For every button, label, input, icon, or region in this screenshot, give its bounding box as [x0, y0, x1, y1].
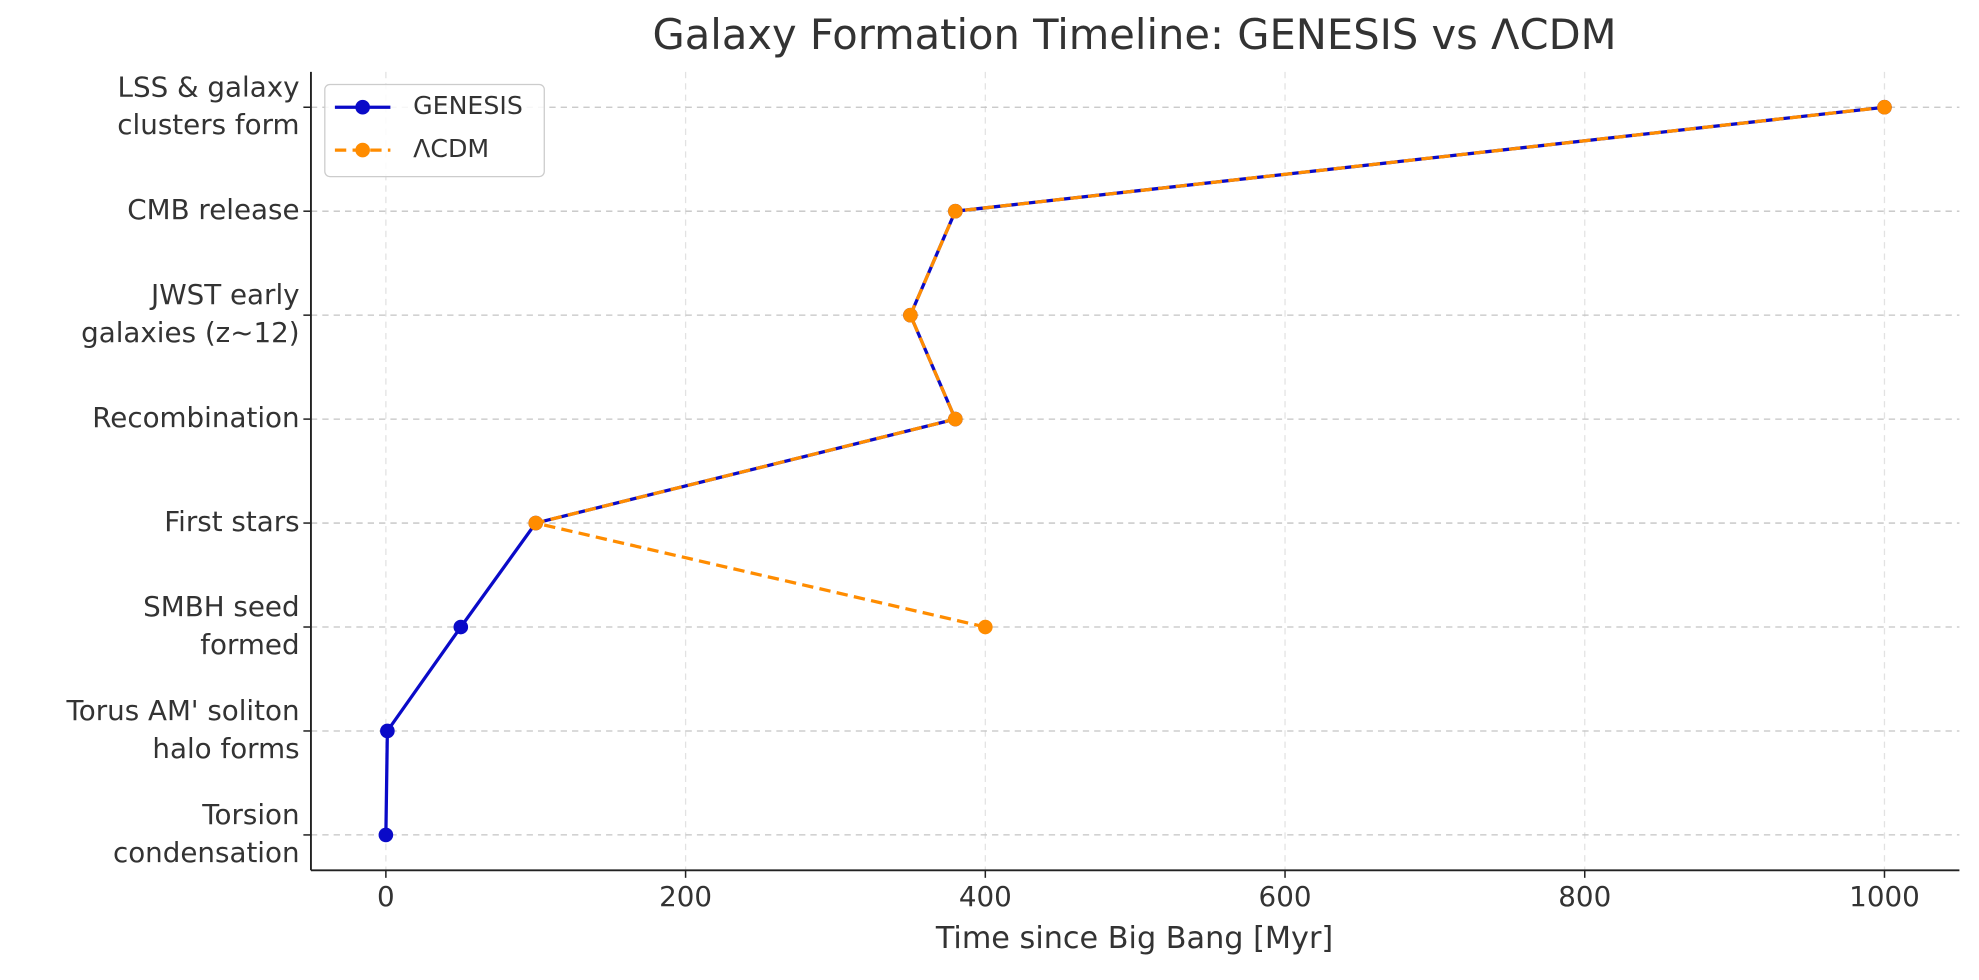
data-point: [903, 307, 918, 323]
x-tick-label: 400: [959, 880, 1012, 913]
x-tick-label: 800: [1558, 880, 1611, 913]
legend-label: GENESIS: [413, 91, 523, 120]
data-point: [948, 411, 963, 427]
x-tick-label: 0: [377, 880, 395, 913]
x-tick-label: 1000: [1849, 880, 1920, 913]
x-tick-label: 600: [1259, 880, 1312, 913]
legend-marker: [355, 99, 370, 115]
series-line: [384, 105, 1885, 835]
data-point: [453, 619, 469, 635]
y-tick-label: SMBH seed formed: [143, 590, 299, 661]
data-point: [528, 515, 544, 531]
data-point: [1877, 99, 1892, 115]
series-line: [535, 105, 1885, 629]
chart-title: Galaxy Formation Timeline: GENESIS vs ΛC…: [653, 10, 1617, 59]
legend-label: ΛCDM: [413, 134, 489, 163]
y-tick-label: CMB release: [127, 193, 299, 226]
data-point: [378, 827, 394, 843]
y-tick-label: JWST early galaxies (z~12): [81, 278, 299, 349]
y-tick-label: First stars: [164, 505, 299, 538]
y-tick-label: Recombination: [92, 401, 299, 434]
data-point: [380, 723, 395, 739]
x-tick-label: 200: [659, 880, 712, 913]
y-tick-label: Torus AM' soliton halo forms: [66, 694, 300, 765]
legend-marker: [355, 142, 370, 158]
data-point: [977, 619, 993, 635]
data-point: [948, 203, 963, 219]
y-tick-label: LSS & galaxy clusters form: [117, 70, 299, 141]
x-axis-label: Time since Big Bang [Myr]: [935, 921, 1333, 956]
y-tick-label: Torsion condensation: [113, 798, 300, 869]
